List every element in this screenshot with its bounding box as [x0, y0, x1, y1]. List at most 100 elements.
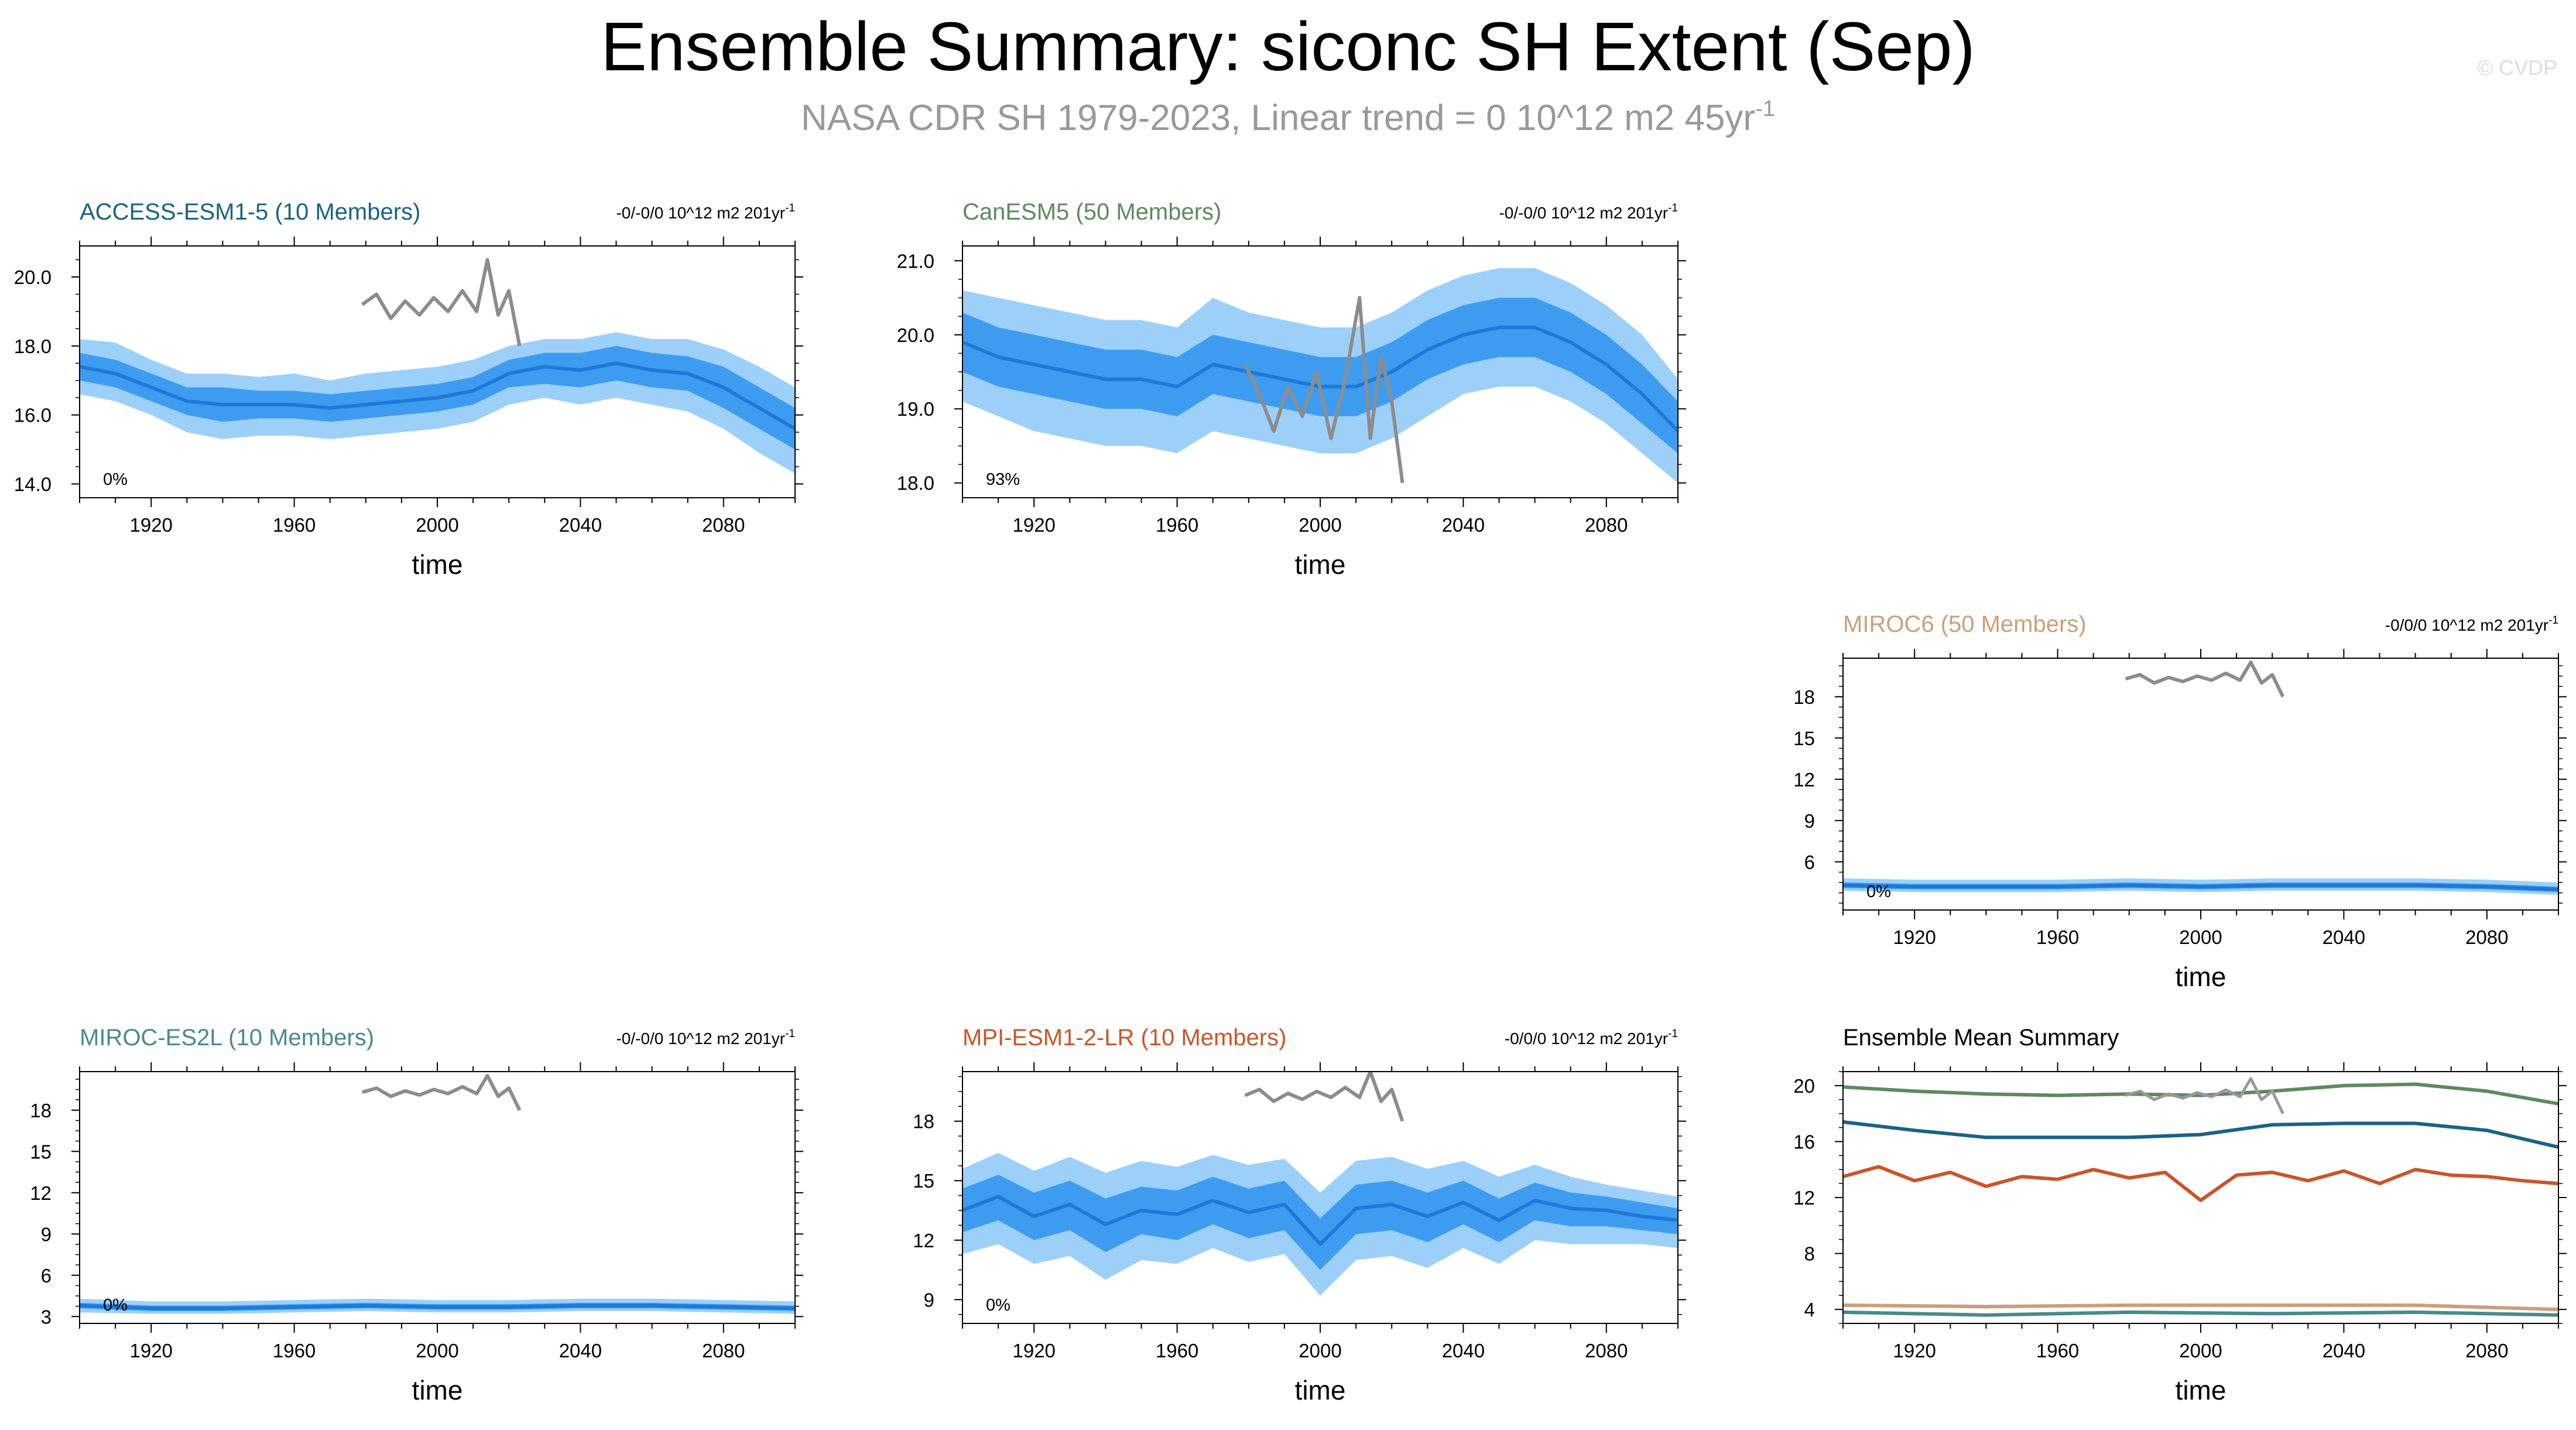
- x-tick-label: 2040: [1442, 514, 1485, 536]
- panel-title: MIROC-ES2L (10 Members): [80, 1025, 374, 1051]
- panel-canesm: CanESM5 (50 Members) -0/-0/0 10^12 m2 201…: [897, 199, 1686, 580]
- y-tick-label: 6: [1804, 851, 1815, 873]
- plot-area: [962, 268, 1678, 484]
- x-axis-label: time: [1295, 1375, 1346, 1405]
- y-tick-label: 16: [1793, 1131, 1815, 1152]
- ensemble-mean-line: [80, 361, 795, 430]
- observations-line: [361, 258, 522, 347]
- plot-area: [962, 1072, 1678, 1296]
- panel-title: CanESM5 (50 Members): [962, 199, 1221, 225]
- figure-title: Ensemble Summary: siconc SH Extent (Sep): [601, 8, 1975, 85]
- ensemble-mean-line: [962, 1195, 1678, 1246]
- x-tick-label: 2080: [702, 1340, 745, 1361]
- ensemble-mean-line: [80, 1304, 795, 1311]
- percent-label: 0%: [103, 1296, 128, 1315]
- panel-trend-label: -0/0/0 10^12 m2 201yr-1: [2385, 614, 2558, 634]
- plot-area: [1843, 661, 2558, 895]
- trend-text: -0/-0/0 10^12 m2 201yr: [616, 1029, 785, 1048]
- observations-line: [361, 1074, 522, 1111]
- figure-subtitle-superscript: -1: [1755, 97, 1775, 121]
- x-tick-label: 1960: [2036, 926, 2079, 948]
- y-tick-label: 20.0: [14, 266, 52, 288]
- x-axis-label: time: [412, 549, 463, 580]
- panel-access: ACCESS-ESM1-5 (10 Members) -0/-0/0 10^12 …: [14, 199, 803, 580]
- panel-trend-label: -0/-0/0 10^12 m2 201yr-1: [1499, 202, 1678, 222]
- panel-mpi: MPI-ESM1-2-LR (10 Members) -0/0/0 10^12 m…: [913, 1025, 1686, 1405]
- plot-area: [80, 1074, 795, 1314]
- x-tick-label: 2000: [1299, 1340, 1341, 1361]
- ensemble-mean-line: [1843, 883, 2558, 891]
- y-tick-label: 6: [41, 1265, 52, 1287]
- y-tick-label: 4: [1804, 1299, 1815, 1320]
- panel-title: Ensemble Mean Summary: [1843, 1025, 2119, 1051]
- series-line-miroc6: [1843, 1303, 2558, 1312]
- y-tick-label: 3: [41, 1306, 52, 1328]
- trend-superscript: -1: [1668, 202, 1678, 214]
- y-tick-label: 15: [1793, 727, 1815, 749]
- plot-frame: [1842, 658, 2559, 911]
- trend-text: -0/-0/0 10^12 m2 201yr: [616, 204, 785, 222]
- y-tick-label: 8: [1804, 1243, 1815, 1265]
- watermark: © CVDP: [2477, 56, 2557, 80]
- panels-container: ACCESS-ESM1-5 (10 Members) -0/-0/0 10^12 …: [14, 199, 2567, 1405]
- y-tick-label: 20.0: [897, 324, 934, 346]
- x-tick-label: 2080: [2465, 1340, 2508, 1361]
- percent-label: 0%: [103, 470, 128, 489]
- panel-title: MPI-ESM1-2-LR (10 Members): [962, 1025, 1286, 1051]
- figure-subtitle: NASA CDR SH 1979-2023, Linear trend = 0 …: [801, 97, 1775, 138]
- y-tick-label: 15: [913, 1170, 934, 1192]
- x-tick-label: 1960: [2036, 1340, 2079, 1361]
- x-tick-label: 2080: [1585, 514, 1628, 536]
- figure-subtitle-main: NASA CDR SH 1979-2023, Linear trend = 0 …: [801, 98, 1755, 138]
- trend-superscript: -1: [1668, 1028, 1678, 1040]
- x-tick-label: 1960: [1156, 514, 1198, 536]
- x-tick-label: 1960: [273, 514, 316, 536]
- trend-text: -0/0/0 10^12 m2 201yr: [2385, 616, 2548, 634]
- x-tick-label: 2080: [1585, 1340, 1628, 1361]
- x-tick-label: 1960: [1156, 1340, 1198, 1361]
- y-tick-label: 18: [1793, 686, 1815, 708]
- y-tick-label: 9: [41, 1223, 52, 1245]
- trend-text: -0/0/0 10^12 m2 201yr: [1505, 1029, 1668, 1048]
- x-tick-label: 1960: [273, 1340, 316, 1361]
- x-axis-label: time: [1295, 549, 1346, 580]
- y-tick-label: 18.0: [897, 473, 934, 494]
- trend-superscript: -1: [2548, 614, 2558, 627]
- plot-frame: [1842, 1071, 2559, 1324]
- x-tick-label: 2000: [2179, 926, 2222, 948]
- percent-label: 0%: [1866, 882, 1891, 901]
- y-tick-label: 16.0: [14, 405, 52, 426]
- y-tick-label: 12: [1793, 1187, 1815, 1209]
- x-tick-label: 2040: [1442, 1340, 1485, 1361]
- x-tick-label: 2040: [2322, 926, 2365, 948]
- series-line-canesm5: [1843, 1082, 2558, 1106]
- observations-line: [2125, 661, 2285, 698]
- plot-area: [80, 258, 795, 474]
- y-tick-label: 12: [913, 1230, 934, 1251]
- y-tick-label: 20: [1793, 1075, 1815, 1097]
- panel-miroc6: MIROC6 (50 Members) -0/0/0 10^12 m2 201yr…: [1793, 611, 2567, 992]
- x-tick-label: 1920: [1012, 514, 1055, 536]
- y-tick-label: 18.0: [14, 336, 52, 357]
- x-tick-label: 1920: [129, 514, 172, 536]
- trend-superscript: -1: [785, 202, 795, 214]
- y-tick-label: 9: [1804, 810, 1815, 832]
- panel-title: MIROC6 (50 Members): [1843, 611, 2087, 637]
- x-tick-label: 2000: [1299, 514, 1341, 536]
- y-tick-label: 12: [1793, 769, 1815, 791]
- series-line-access-esm1-5: [1843, 1120, 2558, 1149]
- observations-line: [1243, 296, 1405, 484]
- y-tick-label: 14.0: [14, 473, 52, 495]
- x-tick-label: 2040: [2322, 1340, 2365, 1361]
- y-tick-label: 18: [913, 1111, 934, 1133]
- y-tick-label: 18: [30, 1100, 52, 1121]
- x-tick-label: 2000: [2179, 1340, 2222, 1361]
- y-tick-label: 12: [30, 1182, 52, 1204]
- y-tick-label: 21.0: [897, 250, 934, 272]
- plot-frame: [79, 1071, 796, 1324]
- x-tick-label: 1920: [1893, 1340, 1936, 1361]
- y-tick-label: 15: [30, 1141, 52, 1162]
- percent-label: 0%: [986, 1296, 1010, 1315]
